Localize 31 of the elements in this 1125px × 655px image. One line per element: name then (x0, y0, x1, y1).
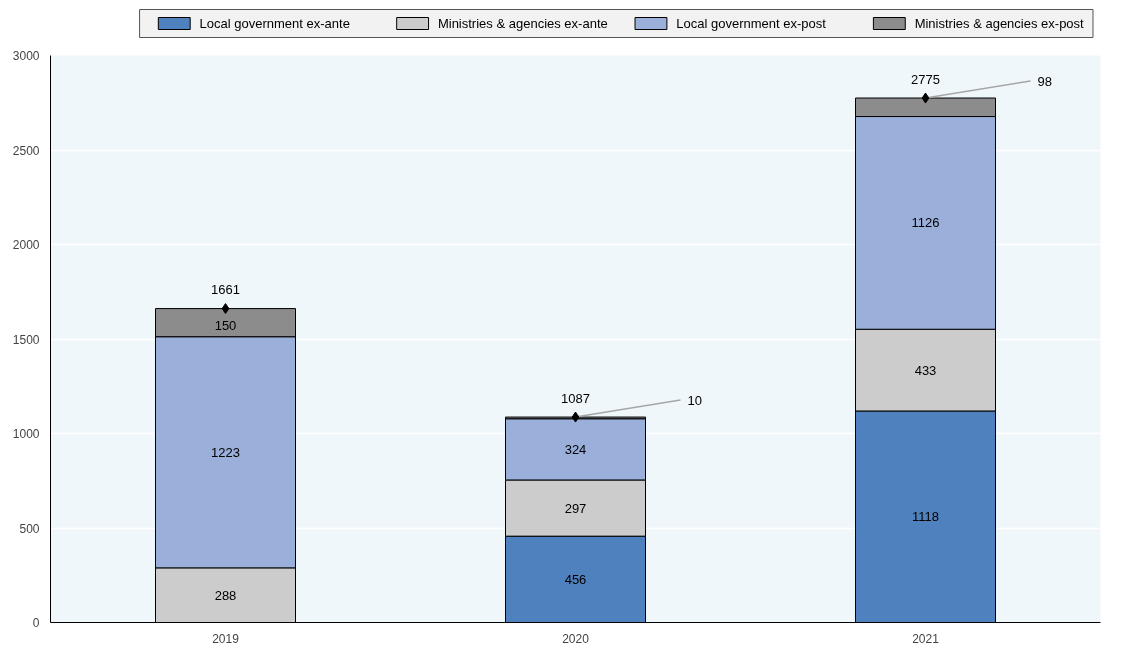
y-tick-label: 2000 (12, 238, 40, 252)
y-tick-label: 1500 (12, 332, 40, 347)
data-label: 1126 (911, 215, 940, 231)
point (221, 303, 230, 315)
data-label: 1087 (561, 390, 590, 406)
data-label: 1661 (211, 282, 240, 298)
legend-label: Local government ex-post (676, 16, 827, 31)
data-label: 324 (564, 442, 587, 458)
data-label: 2775 (911, 71, 940, 87)
data-label: 433 (914, 362, 937, 378)
data-label: 1223 (211, 444, 240, 460)
data-label: 456 (564, 571, 587, 587)
point (921, 92, 930, 104)
data-label: 10 (687, 392, 702, 408)
y-tick-label: 3000 (12, 49, 40, 63)
legend-label: Ministries & agencies ex-post (914, 16, 1085, 31)
y-tick-label: 0 (32, 616, 40, 630)
data-label: 297 (564, 500, 587, 516)
legend-label: Local government ex-ante (199, 16, 350, 31)
y-tick-label: 500 (19, 521, 40, 536)
x-tick-label: 2020 (562, 631, 590, 646)
legend-label: Ministries & agencies ex-ante (437, 16, 608, 31)
y-tick-label: 1000 (12, 427, 40, 441)
x-tick-label: 2019 (212, 631, 240, 646)
y-tick-label: 2500 (12, 143, 40, 158)
data-label: 288 (214, 587, 237, 603)
data-label: 98 (1037, 73, 1052, 89)
data-label: 150 (214, 318, 237, 334)
x-tick-label: 2021 (912, 631, 940, 646)
data-label: 1118 (912, 509, 939, 525)
point (571, 411, 580, 423)
